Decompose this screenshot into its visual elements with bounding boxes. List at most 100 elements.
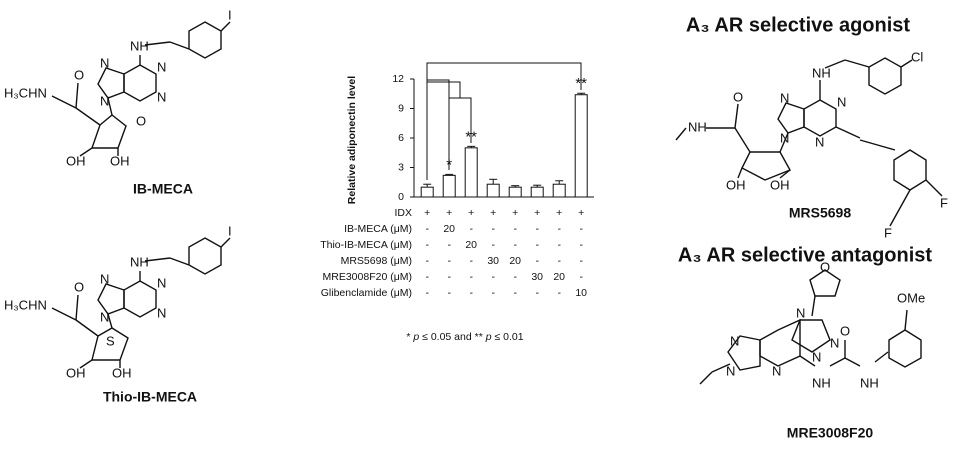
atom: N [100, 271, 109, 286]
treatment-value: - [469, 223, 473, 235]
atom: N [815, 134, 824, 149]
heading: A₃ AR selective agonist [686, 14, 910, 36]
atom: OMe [897, 290, 925, 305]
significance-label: * [446, 156, 452, 173]
treatment-value: + [424, 207, 430, 219]
atom: NH [130, 254, 149, 269]
atom: I [228, 7, 232, 22]
treatment-value: - [447, 255, 451, 267]
y-tick-label: 9 [398, 102, 404, 114]
footnote-part: ≤ 0.05 and ** [419, 331, 485, 343]
atom: OH [726, 177, 746, 192]
atom: O [74, 67, 84, 82]
atom: NH [688, 119, 707, 134]
structure-bonds [51, 21, 943, 385]
y-tick-label: 3 [398, 161, 404, 173]
y-tick-label: 6 [398, 132, 404, 144]
treatment-value: 20 [443, 223, 455, 235]
atom: H₃CHN [4, 85, 47, 100]
treatment-value: - [469, 287, 473, 299]
atom: N [780, 90, 789, 105]
treatment-value: 20 [509, 255, 521, 267]
footnote-part: * [406, 331, 413, 343]
atom: NH [860, 375, 879, 390]
heading: A₃ AR selective antagonist [678, 244, 932, 266]
treatment-value: 20 [465, 239, 477, 251]
atom: OH [770, 177, 790, 192]
atom: N [837, 94, 846, 109]
treatment-label: MRE3008F20 (μM) [323, 271, 413, 283]
atom: O [733, 89, 743, 104]
atom: N [100, 55, 109, 70]
atom: NH [130, 38, 149, 53]
treatment-value: - [425, 239, 429, 251]
compound-name: Thio-IB-MECA [103, 389, 197, 405]
treatment-value: - [447, 239, 451, 251]
treatment-value: - [491, 271, 495, 283]
treatment-value: - [579, 271, 583, 283]
significance-label: ** [575, 75, 587, 92]
atom: O [820, 259, 830, 274]
treatment-value: - [557, 223, 561, 235]
atom: N [780, 130, 789, 145]
treatment-value: - [447, 287, 451, 299]
y-tick-label: 12 [392, 73, 404, 85]
atom: O [74, 279, 84, 294]
atom: S [106, 333, 115, 348]
atom: F [884, 225, 892, 240]
atom: N [772, 363, 781, 378]
atom: N [157, 59, 166, 74]
treatment-value: - [513, 239, 517, 251]
atom: O [840, 323, 850, 338]
bar [552, 183, 566, 198]
treatment-value: - [425, 255, 429, 267]
bar [574, 94, 588, 198]
treatment-value: + [468, 207, 474, 219]
treatment-value: - [535, 239, 539, 251]
atom: N [812, 349, 821, 364]
footnote-part: p [412, 331, 419, 343]
treatment-label: Thio-IB-MECA (μM) [320, 239, 412, 251]
atom: N [100, 93, 109, 108]
significance-bracket [426, 62, 582, 180]
footnote: * p ≤ 0.05 and ** p ≤ 0.01 [406, 331, 523, 343]
treatment-value: - [491, 239, 495, 251]
atom: N [157, 89, 166, 104]
treatment-value: - [535, 287, 539, 299]
bar [442, 174, 456, 198]
bar [464, 147, 478, 198]
atom: O [136, 113, 146, 128]
atom: N [100, 309, 109, 324]
atom: NH [812, 375, 831, 390]
treatment-value: - [513, 271, 517, 283]
treatment-value: - [579, 255, 583, 267]
treatment-value: 30 [531, 271, 543, 283]
treatment-value: - [425, 287, 429, 299]
atom: N [157, 275, 166, 290]
treatment-value: - [447, 271, 451, 283]
footnote-part: p [485, 331, 492, 343]
treatment-label: IB-MECA (μM) [344, 223, 412, 235]
treatment-label: Glibenclamide (μM) [321, 287, 412, 299]
treatment-value: - [579, 239, 583, 251]
compound-name: MRE3008F20 [787, 425, 874, 441]
atom: OH [110, 153, 130, 168]
treatment-value: - [535, 223, 539, 235]
atom: I [228, 223, 232, 238]
bar [530, 186, 544, 198]
treatment-value: + [534, 207, 540, 219]
atom: OH [66, 365, 86, 380]
treatment-value: - [469, 271, 473, 283]
atom: NH [812, 65, 831, 80]
treatment-value: 20 [553, 271, 565, 283]
treatment-value: - [425, 223, 429, 235]
treatment-value: - [513, 287, 517, 299]
treatment-value: + [446, 207, 452, 219]
atom: N [730, 333, 739, 348]
treatment-value: + [556, 207, 562, 219]
treatment-value: 30 [487, 255, 499, 267]
compound-name: IB-MECA [133, 181, 193, 197]
treatment-value: - [425, 271, 429, 283]
atom: F [940, 195, 948, 210]
treatment-label: IDX [394, 207, 412, 219]
